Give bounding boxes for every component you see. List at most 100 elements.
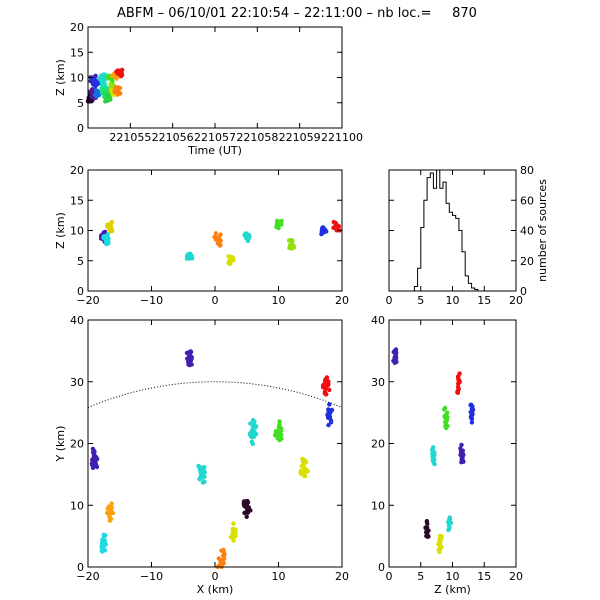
plan_view-ytick-label: 10 (70, 499, 84, 512)
height_histogram-ytick-label: 40 (520, 225, 534, 238)
plan_view-point (91, 455, 97, 460)
plan_view-point (90, 446, 96, 452)
plan_view-point (275, 432, 280, 437)
x_height-point (109, 221, 114, 226)
height_histogram-xtick-label: 15 (477, 294, 491, 307)
z_y_view-point (446, 519, 451, 524)
x_height-point (245, 238, 251, 244)
time_height-ytick-label: 0 (77, 122, 84, 135)
plan_view-xtick-label: 0 (212, 570, 219, 583)
plan_view-point (101, 533, 107, 539)
z_y_view-xtick-label: 15 (477, 570, 491, 583)
time_height-xtick-label: 221056 (152, 131, 194, 144)
plan_view-point (252, 419, 257, 424)
plan_view-point (275, 435, 280, 441)
plan_view-point (244, 504, 249, 510)
x_height-point (216, 236, 221, 241)
plan_view-point (242, 510, 247, 516)
height_histogram-xtick-label: 5 (417, 294, 424, 307)
x_height-point (102, 234, 107, 239)
plan_view-point (196, 463, 201, 469)
plan_view-xtick-label: 10 (272, 570, 286, 583)
plan_view-point (90, 450, 96, 455)
z_y_view-point (456, 377, 461, 382)
z_y_view-point (425, 528, 430, 533)
x_height-ytick-label: 20 (70, 164, 84, 177)
z_y_view-ytick-label: 40 (371, 314, 385, 327)
plan_view-point (279, 432, 284, 437)
plan_view-point (277, 419, 282, 424)
z_y_view-xtick-label: 10 (446, 570, 460, 583)
x_height-point (333, 223, 339, 228)
plan_view-point (327, 387, 332, 393)
x_height-point (189, 254, 194, 259)
plan_view-point (219, 562, 224, 567)
time_height-point (96, 92, 101, 98)
plan_view-point (222, 552, 227, 557)
plan_view-point (103, 542, 108, 547)
plan_view-point (322, 391, 327, 396)
z_y_view-ytick-label: 0 (378, 561, 385, 574)
plan_view-point (245, 510, 250, 515)
plan_view-xlabel: X (km) (197, 583, 234, 596)
plan_view-xtick-label: −20 (76, 570, 99, 583)
plan_view-ytick-label: 20 (70, 438, 84, 451)
x_height-frame (87, 169, 343, 292)
z_y_view-point (437, 539, 442, 544)
x_height-point (109, 228, 114, 233)
z_y_view-point (469, 410, 474, 416)
time_height-point (114, 86, 119, 91)
x_height-point (277, 222, 283, 227)
x_height-ylabel: Z (km) (54, 212, 67, 249)
z_y_view-ytick-label: 10 (371, 499, 385, 512)
time_height-point (99, 74, 105, 79)
time_height-ytick-label: 10 (70, 72, 84, 85)
x_height-point (217, 243, 223, 248)
plan_view-point (100, 549, 105, 554)
plan_view-point (300, 463, 306, 468)
axes-layer: 221055 221056 221057 221058 221059 221100 0 5 10… (54, 21, 549, 596)
time_height-point (108, 81, 113, 87)
plan_view-xtick-label: −10 (140, 570, 163, 583)
x_height-point (104, 241, 110, 246)
z_y_view-point (439, 534, 444, 539)
height_histogram-ytick-label: 0 (520, 285, 527, 298)
x_height-ytick-label: 5 (77, 255, 84, 268)
z_y_view-point (442, 407, 447, 412)
time_height-point (117, 90, 122, 96)
height_histogram-xtick-label: 0 (386, 294, 393, 307)
x_height-ytick-label: 10 (70, 225, 84, 238)
height_histogram-xtick-label: 10 (446, 294, 460, 307)
height_histogram-ytick-label: 80 (520, 164, 534, 177)
x_height-xtick-label: −20 (76, 294, 99, 307)
plan_view-ylabel: Y (km) (54, 426, 67, 463)
time_height-xlabel: Time (UT) (187, 144, 242, 157)
z_y_view-point (436, 547, 441, 552)
x_height-point (105, 232, 110, 237)
z_y_view-point (446, 527, 451, 533)
time_height-ytick-label: 5 (77, 97, 84, 110)
z_y_view-point (459, 451, 465, 457)
z_y_view-point (456, 381, 461, 386)
z_y_view-point (468, 402, 473, 408)
height_histogram-ytick-label: 20 (520, 255, 534, 268)
x_height-point (244, 231, 249, 236)
x_height-point (186, 255, 191, 260)
z_y_view-point (392, 360, 397, 365)
time_height-frame (87, 26, 343, 129)
height_histogram-ytick-label: 60 (520, 194, 534, 207)
x_height-point (274, 224, 279, 230)
z_y_view-xtick-label: 20 (509, 570, 523, 583)
z_y_view-ytick-label: 30 (371, 376, 385, 389)
plan_view-point (202, 470, 207, 475)
z_y_view-point (424, 519, 430, 524)
x_height-point (108, 224, 114, 230)
plan_view-point (218, 558, 224, 563)
plan_view-point (301, 469, 306, 474)
time_height-point (104, 96, 109, 102)
plan_view-point (230, 526, 235, 532)
z_y_view-point (469, 416, 475, 422)
plan_view-point (244, 514, 249, 519)
plan_view-point (198, 469, 203, 475)
height_histogram-ylabel: number of sources (536, 179, 549, 282)
